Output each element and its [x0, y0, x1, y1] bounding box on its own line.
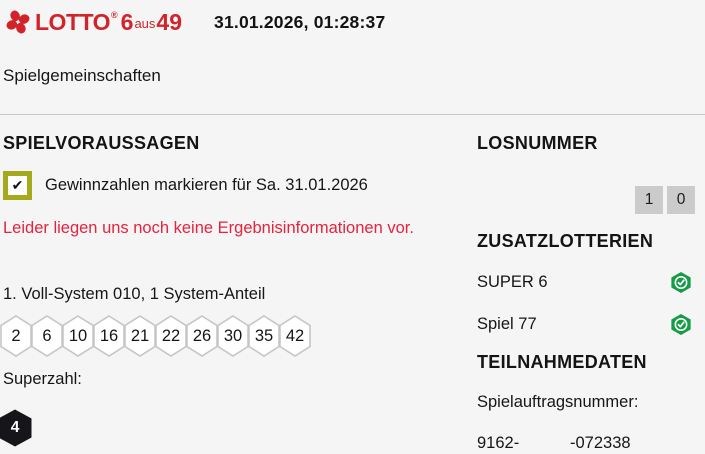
timestamp: 31.01.2026, 01:28:37 — [214, 11, 386, 32]
lotto-number-hex: 30 — [217, 315, 249, 357]
lotto-number: 21 — [130, 326, 150, 345]
spiel77-row: Spiel 77 — [477, 312, 695, 337]
lotto-number-hex: 6 — [31, 315, 63, 357]
hexagon-outline-icon — [124, 315, 156, 357]
lotto-number: 35 — [254, 326, 274, 345]
lotto-number-hex: 35 — [248, 315, 280, 357]
lotto-number-hex: 42 — [279, 315, 311, 357]
losnummer-heading: LOSNUMMER — [477, 133, 598, 153]
checkbox-label[interactable]: Gewinnzahlen markieren für Sa. 31.01.202… — [45, 176, 368, 194]
lotto-number: 6 — [42, 326, 52, 345]
header: LOTTO ® 6 aus 49 31.01.2026, 01:28:37 — [0, 0, 705, 36]
teilnahmedaten-heading: TEILNAHMEDATEN — [477, 352, 647, 372]
section-divider — [0, 114, 705, 115]
super6-label: SUPER 6 — [477, 273, 548, 291]
lotto-number-hex: 21 — [124, 315, 156, 357]
registered-mark: ® — [111, 10, 118, 20]
ticket-details-panel: LOSNUMMER 1 0 ZUSATZLOTTERIEN SUPER 6 Sp… — [477, 133, 695, 453]
hexagon-outline-icon — [279, 315, 311, 357]
spielvoraussagen-heading: SPIELVORAUSSAGEN — [3, 133, 200, 153]
no-results-notice: Leider liegen uns noch keine Ergebnisinf… — [3, 219, 414, 237]
breadcrumb: Spielgemeinschaften — [3, 66, 161, 85]
checkmark-icon: ✔ — [11, 177, 24, 193]
superzahl-label: Superzahl: — [3, 370, 82, 388]
spielvoraussagen-section: SPIELVORAUSSAGEN ✔ Gewinnzahlen markiere… — [0, 133, 465, 453]
spielauftragsnummer-value: 9162- -072338 — [477, 434, 695, 453]
mark-winning-numbers-checkbox[interactable]: ✔ — [3, 171, 32, 200]
hexagon-outline-icon — [155, 315, 187, 357]
check-badge-icon — [671, 313, 691, 336]
superzahl-hex: 4 — [0, 409, 32, 447]
order-number-prefix: 9162- — [477, 434, 520, 452]
lotto-number-hex: 2 — [0, 315, 32, 357]
hexagon-outline-icon — [217, 315, 249, 357]
order-number-suffix: -072338 — [570, 434, 631, 452]
lotto-number: 30 — [223, 326, 243, 345]
lotto-numbers-row: 2 6 10 16 21 — [0, 315, 465, 357]
hexagon-outline-icon — [248, 315, 280, 357]
lotto-logo: LOTTO ® 6 aus 49 — [5, 9, 182, 36]
hexagon-outline-icon — [62, 315, 94, 357]
lotto-number: 10 — [68, 326, 88, 345]
hexagon-outline-icon — [93, 315, 125, 357]
logo-fortynine: 49 — [156, 8, 183, 35]
logo-six: 6 — [120, 8, 134, 35]
spielauftragsnummer-label: Spielauftragsnummer: — [477, 393, 639, 411]
system-label: 1. Voll-System 010, 1 System-Anteil — [3, 285, 266, 303]
lotto-number-hex: 22 — [155, 315, 187, 357]
losnummer-digit: 0 — [667, 186, 695, 214]
lotto-number: 42 — [285, 326, 305, 345]
lotto-number: 16 — [99, 326, 119, 345]
lotto-number: 26 — [192, 326, 212, 345]
logo-aus: aus — [134, 15, 156, 31]
lotto-number-hex: 26 — [186, 315, 218, 357]
super6-row: SUPER 6 — [477, 270, 695, 295]
hexagon-filled-icon — [0, 409, 32, 447]
losnummer-digit: 1 — [635, 186, 663, 214]
hexagon-outline-icon — [31, 315, 63, 357]
mark-winning-numbers-row: ✔ Gewinnzahlen markieren für Sa. 31.01.2… — [3, 171, 465, 200]
hexagon-outline-icon — [0, 315, 32, 357]
zusatzlotterien-heading: ZUSATZLOTTERIEN — [477, 231, 654, 251]
lotto-number-hex: 10 — [62, 315, 94, 357]
lotto-number: 22 — [161, 326, 181, 345]
hexagon-outline-icon — [186, 315, 218, 357]
clover-icon — [6, 10, 30, 34]
losnummer-digits: 1 0 — [477, 186, 695, 214]
main-content: SPIELVORAUSSAGEN ✔ Gewinnzahlen markiere… — [0, 115, 705, 453]
logo-brand-text: LOTTO — [35, 8, 111, 35]
spiel77-label: Spiel 77 — [477, 315, 537, 333]
superzahl-value: 4 — [10, 419, 20, 436]
check-badge-icon — [671, 271, 691, 294]
lotto-number-hex: 16 — [93, 315, 125, 357]
lotto-number: 2 — [11, 326, 21, 345]
